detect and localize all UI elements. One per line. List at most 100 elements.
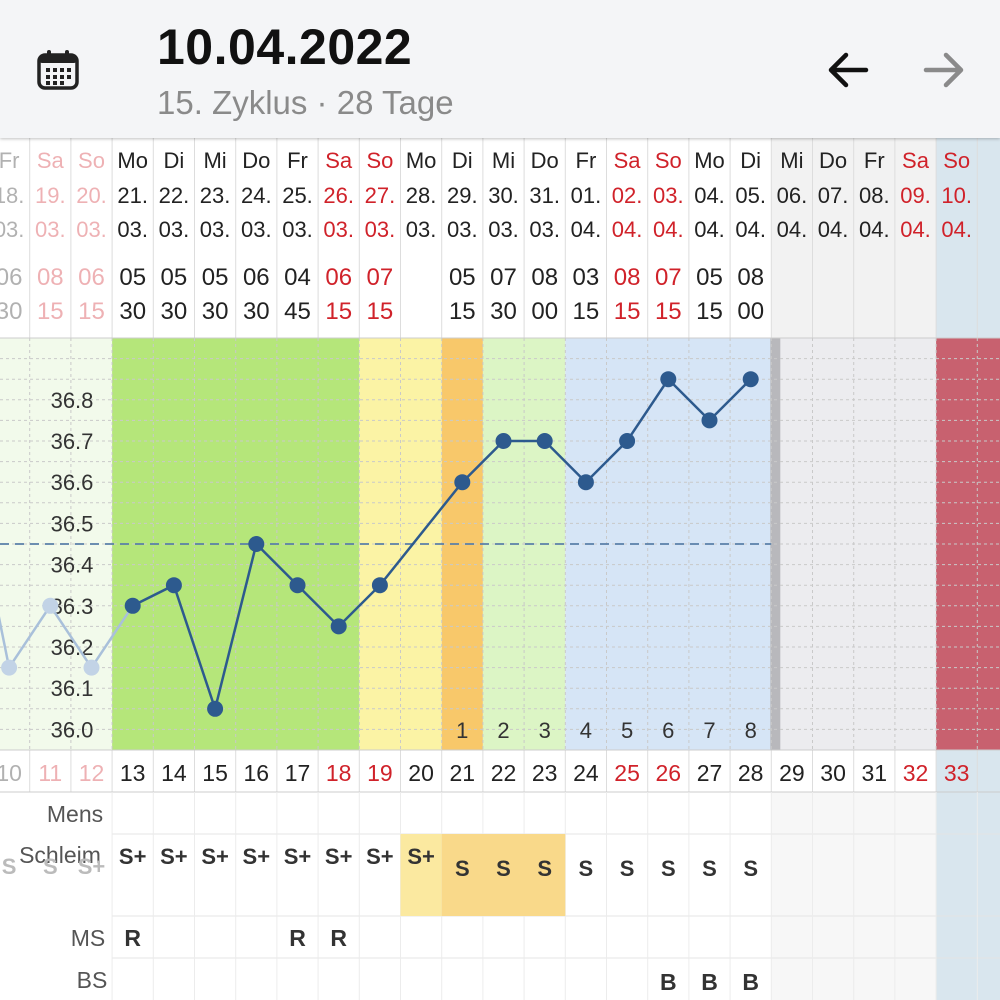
cycle-day-number: 32 [903,760,929,786]
temperature-point[interactable] [660,371,677,388]
new-cycle-bottom-shade [936,750,1000,1000]
month-label: 04. [735,217,766,242]
high-phase-count: 2 [497,718,509,743]
month-label: 04. [900,217,931,242]
time-minute: 15 [696,298,723,325]
cycle-day-number: 17 [285,760,311,786]
arrow-left-icon[interactable] [822,46,874,94]
weekday-label: Mi [203,148,226,173]
day-of-month: 03. [653,183,684,208]
time-minute: 00 [737,298,764,325]
calendar-icon[interactable] [36,48,80,92]
time-minute: 15 [37,298,64,325]
time-minute: 30 [161,298,188,325]
schleim-value: S [455,856,470,881]
temperature-point[interactable] [371,577,388,594]
weekday-label: Do [242,148,270,173]
cycle-day-number: 24 [573,760,599,786]
day-of-month: 19. [35,183,66,208]
day-of-month: 04. [694,183,725,208]
cycle-day-number: 21 [450,760,476,786]
month-label: 03. [159,217,190,242]
month-label: 03. [35,217,66,242]
weekday-label: Mo [406,148,437,173]
schleim-value: S [743,856,758,881]
month-label: 03. [365,217,396,242]
app-header: 10.04.2022 15. Zyklus · 28 Tage [0,0,1000,138]
weekday-label: Sa [614,148,642,173]
time-hour: 08 [614,264,641,291]
month-label: 03. [0,217,24,242]
row-label-schleim: Schleim [19,842,101,868]
temperature-point[interactable] [577,474,594,491]
schleim-value: S+ [284,844,312,869]
time-minute: 15 [367,298,394,325]
temperature-point[interactable] [454,474,471,491]
cycle-day-number: 14 [161,760,187,786]
prev-temperature-point[interactable] [83,659,100,676]
cycle-day-number: 26 [656,760,682,786]
schleim-value: S [702,856,717,881]
month-label: 03. [323,217,354,242]
time-hour: 07 [490,264,517,291]
temperature-point[interactable] [330,618,347,635]
temperature-point[interactable] [619,433,636,449]
high-phase-count: 1 [456,718,468,743]
day-of-month: 22. [159,183,190,208]
schleim-value: S+ [407,844,435,869]
weekday-label: Do [531,148,559,173]
arrow-right-icon[interactable] [918,46,970,94]
time-hour: 05 [449,264,476,291]
new-cycle-header-shade [936,138,1000,338]
y-tick-label: 36.4 [51,553,94,578]
cycle-day-number: 28 [738,760,764,786]
day-of-month: 18. [0,183,24,208]
temperature-point[interactable] [495,433,512,449]
day-of-month: 25. [282,183,313,208]
temperature-point[interactable] [207,700,224,717]
month-label: 04. [859,217,890,242]
temperature-point[interactable] [248,536,265,552]
month-label: 03. [241,217,272,242]
prev-temperature-point[interactable] [42,597,59,614]
month-label: 03. [117,217,148,242]
day-of-month: 05. [735,183,766,208]
cycle-info: 15. Zyklus · 28 Tage [157,84,454,121]
temperature-point[interactable] [742,371,759,388]
y-tick-label: 36.0 [51,717,94,742]
cycle-day-number: 29 [779,760,805,786]
weekday-label: Mo [117,148,148,173]
day-of-month: 10. [941,183,972,208]
temperature-point[interactable] [536,433,553,449]
y-tick-label: 36.8 [51,388,94,413]
day-of-month: 24. [241,183,272,208]
time-minute: 30 [202,298,229,325]
time-hour: 08 [737,264,764,291]
schleim-value: S [537,856,552,881]
day-of-month: 20. [76,183,107,208]
weekday-label: Sa [37,148,65,173]
cycle-day-number: 20 [408,760,434,786]
cycle-day-number: 30 [820,760,846,786]
temperature-point[interactable] [289,577,306,594]
schleim-s-shade [441,834,566,916]
cycle-day-number: 23 [532,760,558,786]
month-label: 03. [406,217,437,242]
day-of-month: 02. [612,183,643,208]
day-of-month: 08. [859,183,890,208]
weekday-label: Mi [492,148,515,173]
schleim-value: S+ [243,844,271,869]
month-label: 04. [612,217,643,242]
prev-temperature-point[interactable] [1,659,18,676]
time-hour: 07 [655,264,682,291]
temperature-point[interactable] [124,597,141,614]
time-minute: 15 [614,298,641,325]
temperature-point[interactable] [165,577,182,594]
weekday-label: Do [819,148,847,173]
month-label: 03. [76,217,107,242]
weekday-label: Di [740,148,761,173]
month-label: 04. [818,217,849,242]
temperature-point[interactable] [701,412,718,429]
time-minute: 30 [0,298,22,325]
time-hour: 06 [0,264,22,291]
